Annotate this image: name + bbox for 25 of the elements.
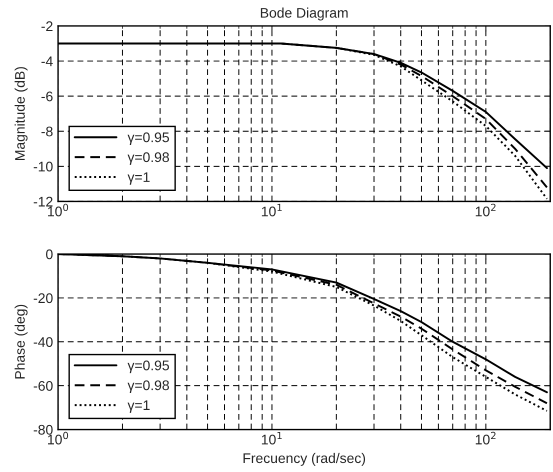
y-tick-label: -8 <box>41 126 53 136</box>
legend-label: γ=1 <box>128 400 150 413</box>
y-tick-label: -10 <box>34 162 53 172</box>
y-tick-label: -80 <box>34 424 53 435</box>
y-tick-label: -20 <box>34 293 53 304</box>
y-tick-label: -40 <box>34 337 53 347</box>
y-tick-label: -4 <box>41 56 53 66</box>
y-tick-label: -12 <box>34 196 53 206</box>
y-axis-title: Magnitude (dB) <box>14 67 28 160</box>
chart-title: Bode Diagram <box>260 8 348 21</box>
legend-label: γ=0.95 <box>128 360 170 374</box>
x-tick-label: 10$^{2}$ <box>476 204 496 216</box>
y-tick-label: -2 <box>41 21 53 31</box>
x-axis-title: Frecuency (rad/sec) <box>244 452 366 466</box>
legend-label: γ=0.98 <box>128 380 169 393</box>
y-axis-title: Phase (deg) <box>14 304 28 378</box>
y-tick-label: -6 <box>41 91 53 102</box>
legend-label: γ=1 <box>128 172 150 185</box>
y-tick-label: -60 <box>34 380 53 391</box>
x-tick-label: 10$^{1}$ <box>262 432 282 444</box>
y-tick-label: 0 <box>46 249 53 260</box>
x-tick-label: 10$^{1}$ <box>262 204 282 216</box>
legend-label: γ=0.98 <box>128 152 169 165</box>
x-tick-label: 10$^{2}$ <box>476 432 496 444</box>
legend-label: γ=0.95 <box>128 132 170 145</box>
